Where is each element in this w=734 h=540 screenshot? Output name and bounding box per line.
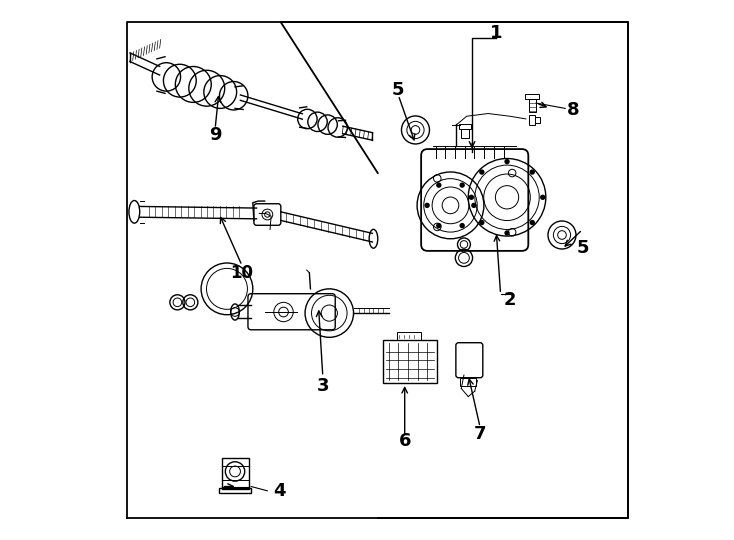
Bar — [383, 340, 437, 383]
Circle shape — [504, 159, 509, 164]
Text: 5: 5 — [392, 80, 404, 99]
Bar — [459, 124, 471, 129]
Bar — [461, 129, 469, 138]
Text: 10: 10 — [230, 264, 253, 282]
Text: 4: 4 — [274, 482, 286, 500]
Text: 8: 8 — [567, 101, 579, 119]
Bar — [396, 332, 421, 340]
Circle shape — [424, 202, 430, 208]
Bar — [526, 94, 539, 99]
Text: 9: 9 — [209, 126, 222, 144]
Circle shape — [471, 202, 476, 208]
Text: 6: 6 — [399, 433, 411, 450]
Circle shape — [529, 170, 535, 175]
Circle shape — [436, 223, 441, 228]
Text: 3: 3 — [316, 377, 329, 395]
Circle shape — [459, 183, 465, 188]
Circle shape — [436, 183, 441, 188]
Circle shape — [504, 230, 509, 235]
Circle shape — [479, 170, 484, 175]
Circle shape — [459, 223, 465, 228]
Circle shape — [469, 194, 474, 200]
Circle shape — [479, 220, 484, 225]
Bar — [219, 488, 251, 493]
Bar — [528, 99, 536, 112]
Text: 7: 7 — [474, 426, 487, 443]
Circle shape — [540, 194, 545, 200]
Bar — [459, 377, 476, 386]
Circle shape — [529, 220, 535, 225]
Bar — [535, 117, 540, 123]
Text: 2: 2 — [504, 291, 516, 309]
Text: 1: 1 — [490, 24, 503, 42]
Text: 5: 5 — [576, 239, 589, 258]
Bar — [222, 458, 249, 489]
Bar — [528, 114, 535, 125]
